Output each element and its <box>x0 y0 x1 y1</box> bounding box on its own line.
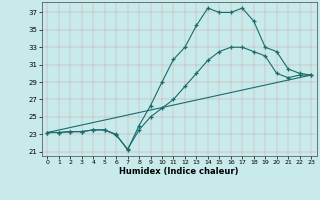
X-axis label: Humidex (Indice chaleur): Humidex (Indice chaleur) <box>119 167 239 176</box>
